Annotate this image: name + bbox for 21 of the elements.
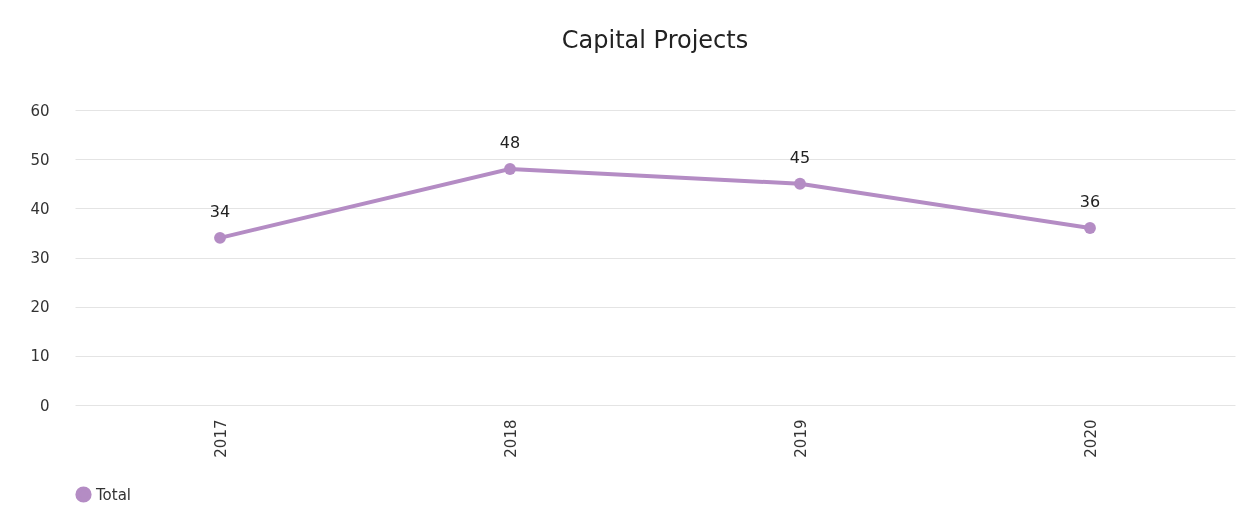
y-tick-label: 30: [30, 249, 50, 267]
y-tick-label: 10: [30, 347, 50, 366]
legend-label: Total: [95, 485, 132, 504]
data-label: 48: [499, 133, 521, 152]
x-tick-label: 2020: [1081, 419, 1100, 458]
data-label: 34: [209, 201, 231, 221]
point: [1084, 222, 1096, 234]
y-tick-label: 40: [30, 199, 50, 218]
y-tick-label: 20: [30, 298, 50, 317]
y-tick-label: 0: [39, 396, 50, 415]
data-label: 45: [789, 147, 811, 167]
y-tick-label: 60: [30, 101, 50, 120]
x-tick-label: 2017: [211, 419, 230, 458]
x-tick-label: 2019: [791, 419, 810, 458]
point: [214, 231, 226, 244]
chart-title: Capital Projects: [561, 26, 749, 54]
y-tick-label: 50: [30, 150, 50, 169]
x-tick-label: 2018: [501, 419, 520, 458]
data-label: 36: [1079, 192, 1101, 211]
point: [504, 163, 516, 175]
point: [794, 177, 806, 190]
